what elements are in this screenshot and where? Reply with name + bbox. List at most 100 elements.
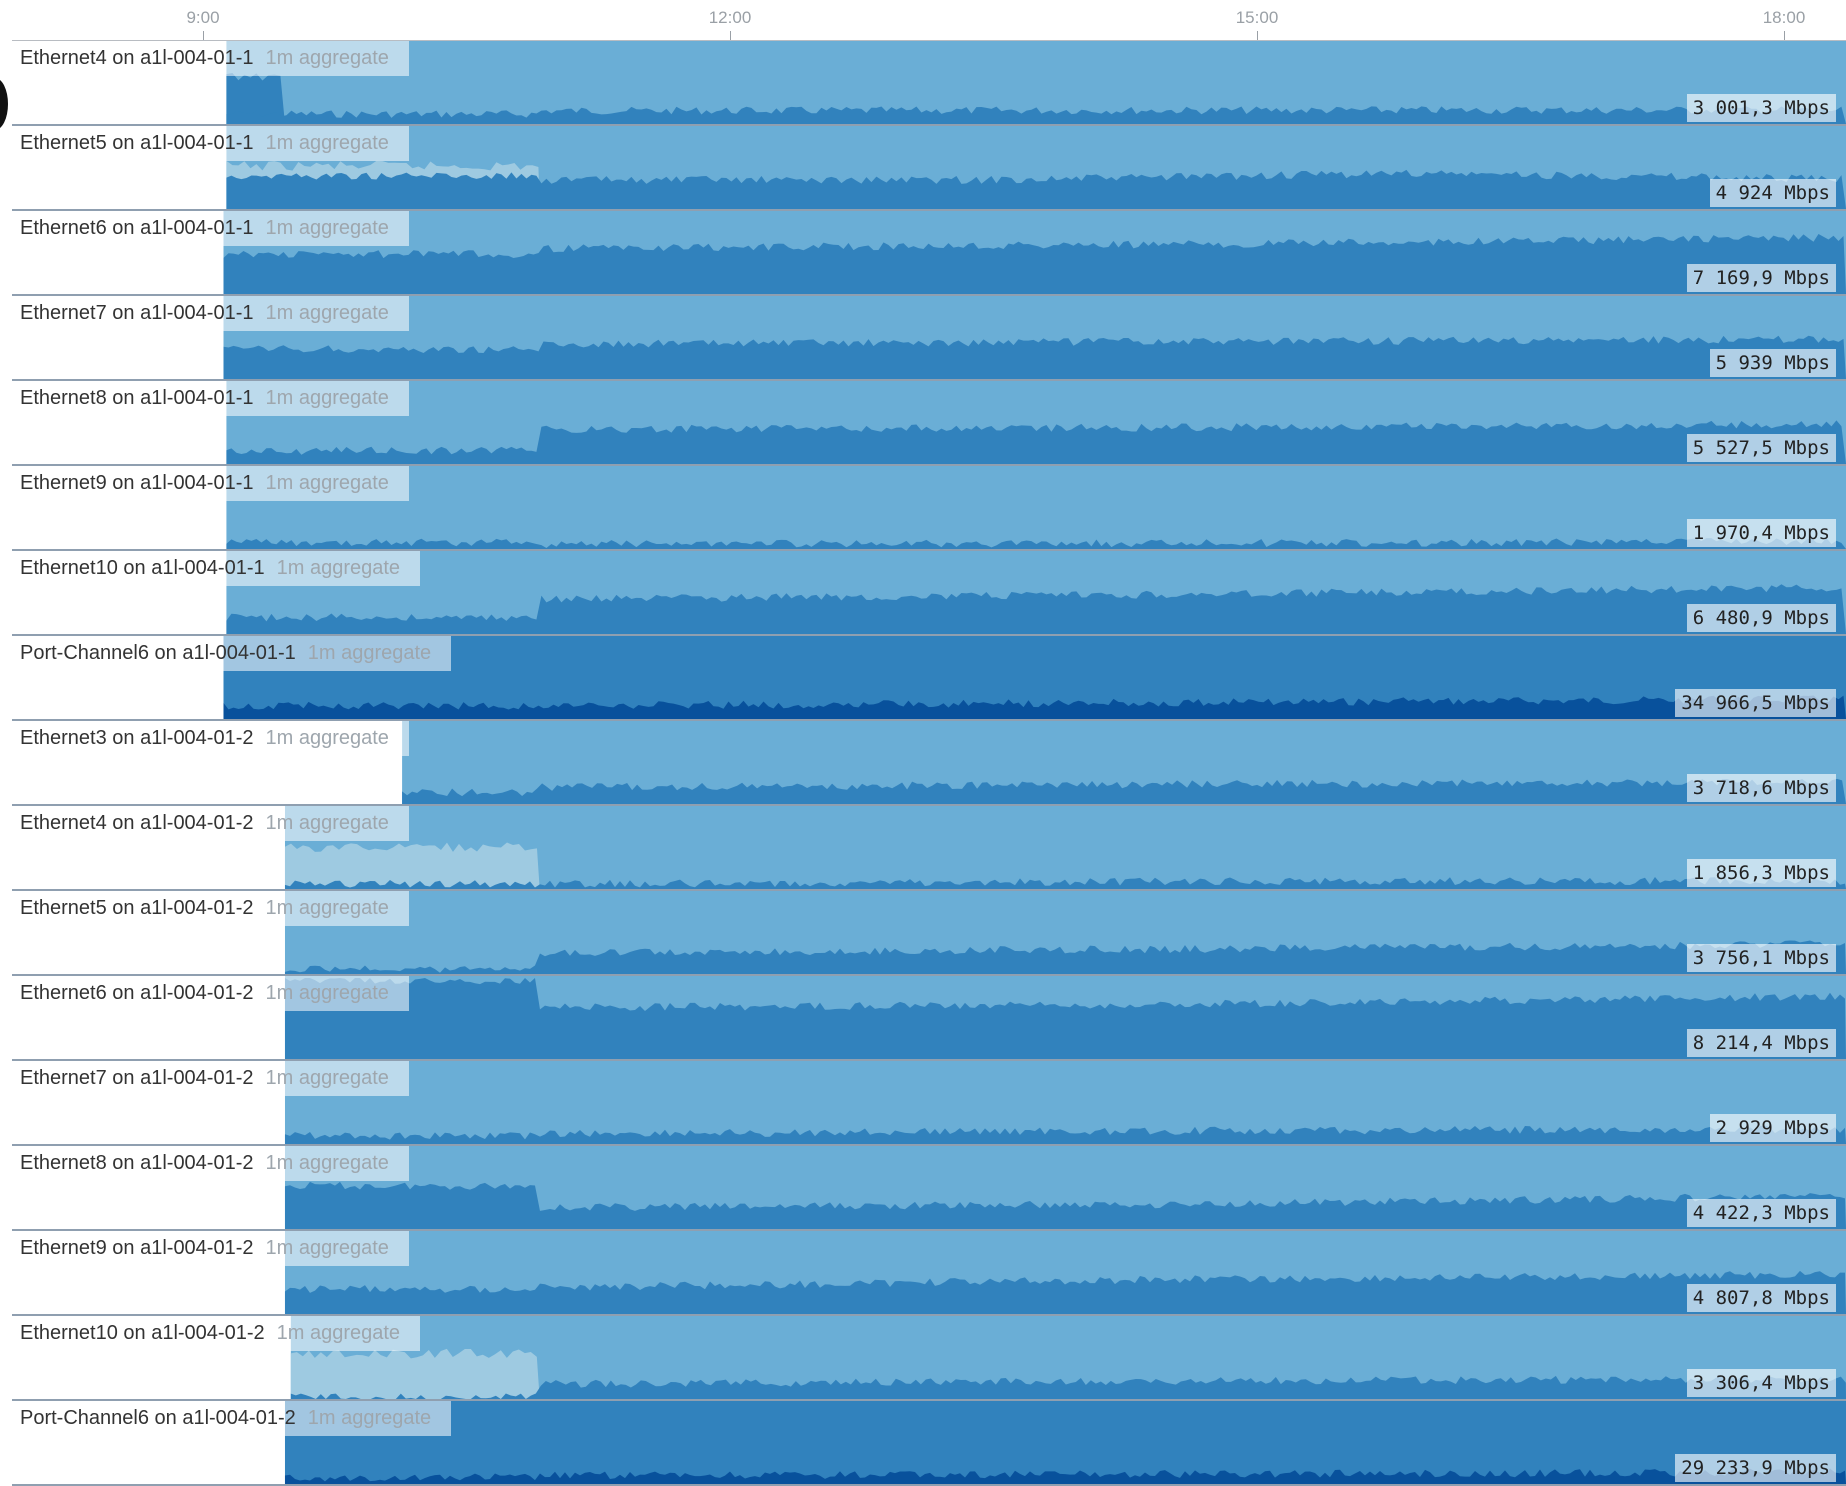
- horizon-chart: [284, 1231, 1846, 1314]
- aggregate-label: 1m aggregate: [265, 1237, 389, 1259]
- interface-row[interactable]: Port-Channel6 on a1l-004-01-2 1m aggregat…: [12, 1401, 1846, 1486]
- interface-row[interactable]: Ethernet3 on a1l-004-01-2 1m aggregate 3 7…: [12, 721, 1846, 806]
- overlay-edge-shape: [0, 78, 8, 130]
- interface-name: Ethernet3 on a1l-004-01-2: [20, 727, 254, 749]
- series-area: [290, 1375, 1846, 1399]
- interface-row[interactable]: Port-Channel6 on a1l-004-01-1 1m aggregat…: [12, 636, 1846, 721]
- horizon-chart: [226, 381, 1846, 464]
- interface-row[interactable]: Ethernet7 on a1l-004-01-2 1m aggregate 2 9…: [12, 1061, 1846, 1146]
- horizon-chart: [226, 41, 1846, 124]
- current-value: 3 718,6 Mbps: [1686, 774, 1836, 802]
- series-area: [226, 584, 1846, 634]
- row-label: Ethernet8 on a1l-004-01-1 1m aggregate: [12, 381, 409, 416]
- row-separator: [12, 549, 1846, 551]
- row-label: Ethernet4 on a1l-004-01-1 1m aggregate: [12, 41, 409, 76]
- row-label: Ethernet6 on a1l-004-01-1 1m aggregate: [12, 211, 409, 246]
- current-value: 4 422,3 Mbps: [1686, 1199, 1836, 1227]
- series-early-area: [290, 1348, 540, 1399]
- series-area: [223, 234, 1846, 294]
- series-area: [223, 695, 1846, 719]
- interface-row[interactable]: Ethernet5 on a1l-004-01-2 1m aggregate 3 7…: [12, 891, 1846, 976]
- series-area: [223, 335, 1846, 379]
- row-label: Ethernet8 on a1l-004-01-2 1m aggregate: [12, 1146, 409, 1181]
- row-separator: [12, 1229, 1846, 1231]
- current-value: 5 939 Mbps: [1709, 349, 1836, 377]
- interface-row[interactable]: Ethernet9 on a1l-004-01-2 1m aggregate 4 8…: [12, 1231, 1846, 1316]
- horizon-chart: [284, 1401, 1846, 1484]
- horizon-chart: [223, 211, 1846, 294]
- interface-name: Ethernet4 on a1l-004-01-2: [20, 812, 254, 834]
- row-separator: [12, 1314, 1846, 1316]
- series-band-base: [284, 806, 1846, 889]
- series-area: [284, 1181, 1846, 1229]
- aggregate-label: 1m aggregate: [276, 1322, 401, 1344]
- interface-row[interactable]: Ethernet10 on a1l-004-01-2 1m aggregate 3 …: [12, 1316, 1846, 1401]
- row-separator: [12, 634, 1846, 636]
- tick-label-18: 18:00: [1762, 8, 1806, 27]
- horizon-chart: [284, 1146, 1846, 1229]
- current-value: 8 214,4 Mbps: [1686, 1029, 1836, 1057]
- tick-label-12: 12:00: [708, 8, 752, 27]
- interface-row[interactable]: Ethernet8 on a1l-004-01-1 1m aggregate 5 5…: [12, 381, 1846, 466]
- interface-row[interactable]: Ethernet6 on a1l-004-01-2 1m aggregate 8 2…: [12, 976, 1846, 1061]
- interface-row[interactable]: Ethernet8 on a1l-004-01-2 1m aggregate 4 4…: [12, 1146, 1846, 1231]
- aggregate-label: 1m aggregate: [265, 302, 389, 324]
- interface-row[interactable]: Ethernet7 on a1l-004-01-1 1m aggregate 5 9…: [12, 296, 1846, 381]
- series-area: [284, 940, 1846, 974]
- interface-row[interactable]: Ethernet5 on a1l-004-01-1 1m aggregate 4 9…: [12, 126, 1846, 211]
- current-value: 4 924 Mbps: [1709, 179, 1836, 207]
- row-separator: [12, 294, 1846, 296]
- horizon-chart: [223, 296, 1846, 379]
- aggregate-label: 1m aggregate: [265, 47, 389, 69]
- tick-label-15: 15:00: [1235, 8, 1279, 27]
- aggregate-label: 1m aggregate: [265, 1067, 389, 1089]
- row-label: Ethernet7 on a1l-004-01-1 1m aggregate: [12, 296, 409, 331]
- row-label: Ethernet7 on a1l-004-01-2 1m aggregate: [12, 1061, 409, 1096]
- tick-mark-12: [730, 31, 731, 40]
- aggregate-label: 1m aggregate: [265, 1152, 389, 1174]
- tick-mark-15: [1257, 31, 1258, 40]
- current-value: 6 480,9 Mbps: [1686, 604, 1836, 632]
- aggregate-label: 1m aggregate: [265, 897, 389, 919]
- series-band-base: [284, 1401, 1846, 1484]
- row-separator: [12, 974, 1846, 976]
- interface-row[interactable]: Ethernet4 on a1l-004-01-1 1m aggregate 3 0…: [12, 41, 1846, 126]
- interface-row[interactable]: Ethernet6 on a1l-004-01-1 1m aggregate 7 1…: [12, 211, 1846, 296]
- interface-name: Ethernet6 on a1l-004-01-1: [20, 217, 254, 239]
- horizon-chart: [226, 466, 1846, 549]
- row-separator: [12, 464, 1846, 466]
- interface-name: Ethernet10 on a1l-004-01-1: [20, 557, 265, 579]
- row-separator: [12, 719, 1846, 721]
- interface-row[interactable]: Ethernet4 on a1l-004-01-2 1m aggregate 1 8…: [12, 806, 1846, 891]
- interface-name: Ethernet5 on a1l-004-01-1: [20, 132, 254, 154]
- aggregate-label: 1m aggregate: [307, 642, 432, 664]
- aggregate-label: 1m aggregate: [265, 472, 389, 494]
- row-label: Ethernet5 on a1l-004-01-1 1m aggregate: [12, 126, 409, 161]
- interface-name: Ethernet7 on a1l-004-01-1: [20, 302, 254, 324]
- row-label: Port-Channel6 on a1l-004-01-1 1m aggregat…: [12, 636, 452, 671]
- row-separator: [12, 124, 1846, 126]
- series-early-area: [226, 73, 285, 124]
- time-axis: 9:00 12:00 15:00 18:00: [0, 0, 1846, 42]
- series-area: [226, 420, 1846, 464]
- row-label: Ethernet9 on a1l-004-01-2 1m aggregate: [12, 1231, 409, 1266]
- tick-mark-9: [203, 31, 204, 40]
- series-area: [284, 1468, 1846, 1484]
- horizon-chart: [223, 636, 1846, 719]
- current-value: 4 807,8 Mbps: [1686, 1284, 1836, 1312]
- axis-baseline: [12, 40, 1846, 41]
- series-area: [284, 978, 1846, 1059]
- current-value: 3 001,3 Mbps: [1686, 94, 1836, 122]
- aggregate-label: 1m aggregate: [265, 982, 389, 1004]
- aggregate-label: 1m aggregate: [276, 557, 401, 579]
- interface-row[interactable]: Ethernet9 on a1l-004-01-1 1m aggregate 1 9…: [12, 466, 1846, 551]
- aggregate-label: 1m aggregate: [307, 1407, 432, 1429]
- row-label: Ethernet6 on a1l-004-01-2 1m aggregate: [12, 976, 409, 1011]
- row-separator: [12, 889, 1846, 891]
- current-value: 34 966,5 Mbps: [1675, 689, 1836, 717]
- tick-mark-18: [1784, 31, 1785, 40]
- interface-row[interactable]: Ethernet10 on a1l-004-01-1 1m aggregate 6 …: [12, 551, 1846, 636]
- aggregate-label: 1m aggregate: [265, 387, 389, 409]
- current-value: 29 233,9 Mbps: [1675, 1454, 1836, 1482]
- interface-name: Ethernet7 on a1l-004-01-2: [20, 1067, 254, 1089]
